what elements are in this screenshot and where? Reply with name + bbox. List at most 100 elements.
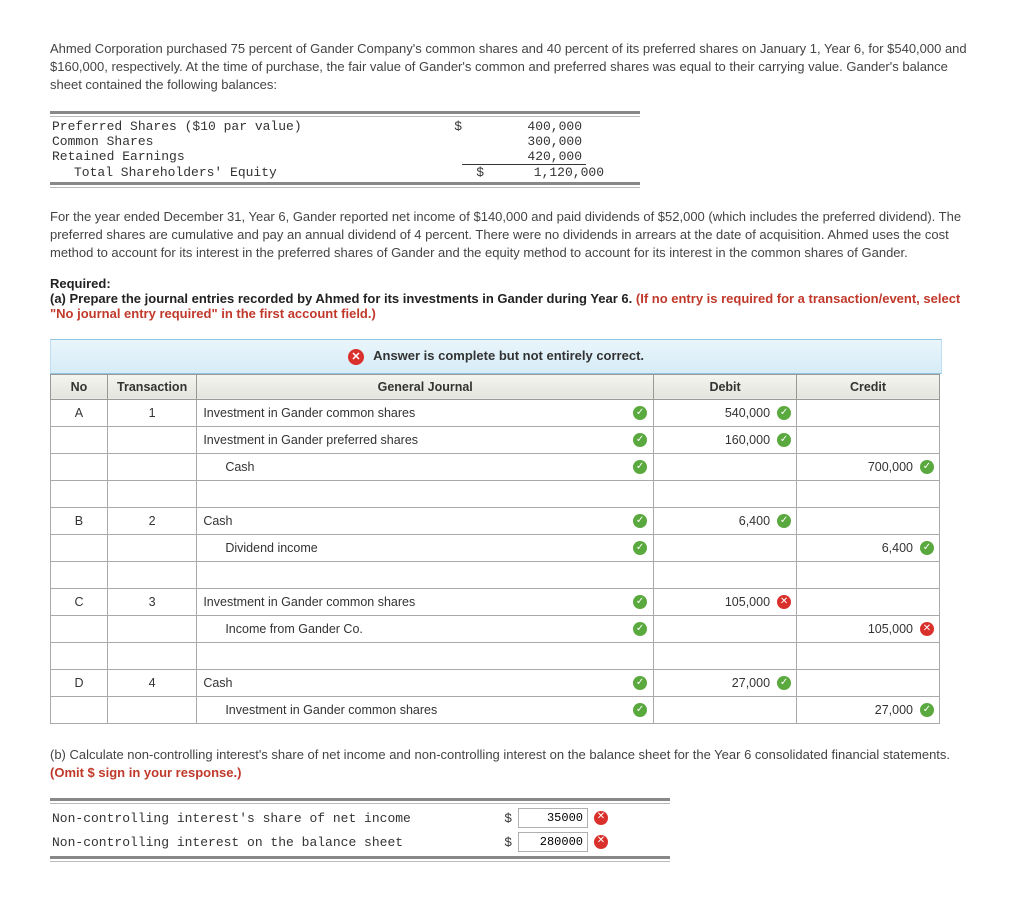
cell-debit[interactable] <box>654 534 797 561</box>
balance-row: Total Shareholders' Equity$1,120,000 <box>50 165 640 180</box>
cell-credit[interactable] <box>797 669 940 696</box>
check-icon: ✓ <box>633 406 647 420</box>
check-icon: ✓ <box>920 703 934 717</box>
table-row: C3Investment in Gander common shares✓105… <box>51 588 940 615</box>
balance-amt: 300,000 <box>462 134 586 149</box>
balance-label: Total Shareholders' Equity <box>50 165 454 180</box>
nci-cur: $ <box>492 811 512 826</box>
balance-cur: $ <box>454 165 484 180</box>
cell-no: D <box>51 669 108 696</box>
cell-debit[interactable] <box>654 615 797 642</box>
cell-no: A <box>51 399 108 426</box>
cell-credit[interactable] <box>797 588 940 615</box>
journal-table: No Transaction General Journal Debit Cre… <box>50 374 940 724</box>
balance-sheet-block: Preferred Shares ($10 par value)$400,000… <box>50 111 974 188</box>
balance-amt: 400,000 <box>462 119 586 134</box>
check-icon: ✓ <box>633 622 647 636</box>
table-row: Investment in Gander preferred shares✓16… <box>51 426 940 453</box>
x-icon: ✕ <box>920 622 934 636</box>
x-icon: ✕ <box>348 349 364 365</box>
balance-amt: 1,120,000 <box>484 165 608 180</box>
cell-txn: 4 <box>107 669 196 696</box>
cell-txn: 1 <box>107 399 196 426</box>
part-b-text: (b) Calculate non-controlling interest's… <box>50 746 974 782</box>
cell-debit[interactable]: 105,000✕ <box>654 588 797 615</box>
cell-debit[interactable] <box>654 696 797 723</box>
check-icon: ✓ <box>633 433 647 447</box>
cell-account[interactable]: Cash✓ <box>197 669 654 696</box>
cell-no <box>51 696 108 723</box>
nci-input[interactable] <box>518 808 588 828</box>
col-txn: Transaction <box>107 374 196 399</box>
x-icon: ✕ <box>594 811 608 825</box>
cell-credit[interactable] <box>797 399 940 426</box>
nci-cur: $ <box>492 835 512 850</box>
required-label: Required: <box>50 276 111 291</box>
cell-credit[interactable]: 6,400✓ <box>797 534 940 561</box>
intro-para-2: For the year ended December 31, Year 6, … <box>50 208 974 263</box>
cell-txn: 2 <box>107 507 196 534</box>
nci-label: Non-controlling interest on the balance … <box>50 835 492 850</box>
nci-row: Non-controlling interest on the balance … <box>50 830 670 854</box>
x-icon: ✕ <box>594 835 608 849</box>
table-row: A1Investment in Gander common shares✓540… <box>51 399 940 426</box>
answer-banner: ✕ Answer is complete but not entirely co… <box>50 339 942 374</box>
cell-account[interactable]: Cash✓ <box>197 507 654 534</box>
cell-credit[interactable]: 27,000✓ <box>797 696 940 723</box>
cell-account[interactable]: Investment in Gander common shares✓ <box>197 696 654 723</box>
balance-row: Common Shares 300,000 <box>50 134 640 149</box>
balance-cur: $ <box>432 119 462 134</box>
col-debit: Debit <box>654 374 797 399</box>
check-icon: ✓ <box>633 460 647 474</box>
cell-debit[interactable]: 27,000✓ <box>654 669 797 696</box>
cell-credit[interactable]: 700,000✓ <box>797 453 940 480</box>
balance-amt: 420,000 <box>462 149 586 165</box>
cell-credit[interactable] <box>797 426 940 453</box>
cell-credit[interactable]: 105,000✕ <box>797 615 940 642</box>
table-row <box>51 642 940 669</box>
cell-account[interactable]: Income from Gander Co.✓ <box>197 615 654 642</box>
col-no: No <box>51 374 108 399</box>
balance-row: Preferred Shares ($10 par value)$400,000 <box>50 119 640 134</box>
table-row: Dividend income✓ 6,400✓ <box>51 534 940 561</box>
nci-block: Non-controlling interest's share of net … <box>50 798 974 862</box>
cell-txn <box>107 453 196 480</box>
banner-text: Answer is complete but not entirely corr… <box>373 348 644 363</box>
check-icon: ✓ <box>777 676 791 690</box>
check-icon: ✓ <box>633 541 647 555</box>
check-icon: ✓ <box>777 406 791 420</box>
nci-label: Non-controlling interest's share of net … <box>50 811 492 826</box>
check-icon: ✓ <box>633 703 647 717</box>
table-row: Cash✓ 700,000✓ <box>51 453 940 480</box>
cell-no <box>51 426 108 453</box>
cell-debit[interactable] <box>654 453 797 480</box>
table-row: Income from Gander Co.✓ 105,000✕ <box>51 615 940 642</box>
cell-debit[interactable]: 160,000✓ <box>654 426 797 453</box>
cell-debit[interactable]: 6,400✓ <box>654 507 797 534</box>
cell-account[interactable]: Dividend income✓ <box>197 534 654 561</box>
cell-account[interactable]: Investment in Gander common shares✓ <box>197 588 654 615</box>
nci-input[interactable] <box>518 832 588 852</box>
cell-txn <box>107 615 196 642</box>
balance-label: Preferred Shares ($10 par value) <box>50 119 432 134</box>
check-icon: ✓ <box>633 676 647 690</box>
cell-account[interactable]: Investment in Gander common shares✓ <box>197 399 654 426</box>
cell-account[interactable]: Cash✓ <box>197 453 654 480</box>
check-icon: ✓ <box>777 514 791 528</box>
table-row: Investment in Gander common shares✓ 27,00… <box>51 696 940 723</box>
col-gj: General Journal <box>197 374 654 399</box>
table-row: B2Cash✓6,400✓ <box>51 507 940 534</box>
balance-label: Common Shares <box>50 134 432 149</box>
cell-debit[interactable]: 540,000✓ <box>654 399 797 426</box>
cell-account[interactable]: Investment in Gander preferred shares✓ <box>197 426 654 453</box>
table-row <box>51 480 940 507</box>
cell-txn: 3 <box>107 588 196 615</box>
col-credit: Credit <box>797 374 940 399</box>
cell-txn <box>107 696 196 723</box>
cell-no <box>51 453 108 480</box>
required-a: (a) Prepare the journal entries recorded… <box>50 291 960 321</box>
cell-no: C <box>51 588 108 615</box>
cell-credit[interactable] <box>797 507 940 534</box>
nci-row: Non-controlling interest's share of net … <box>50 806 670 830</box>
check-icon: ✓ <box>920 541 934 555</box>
